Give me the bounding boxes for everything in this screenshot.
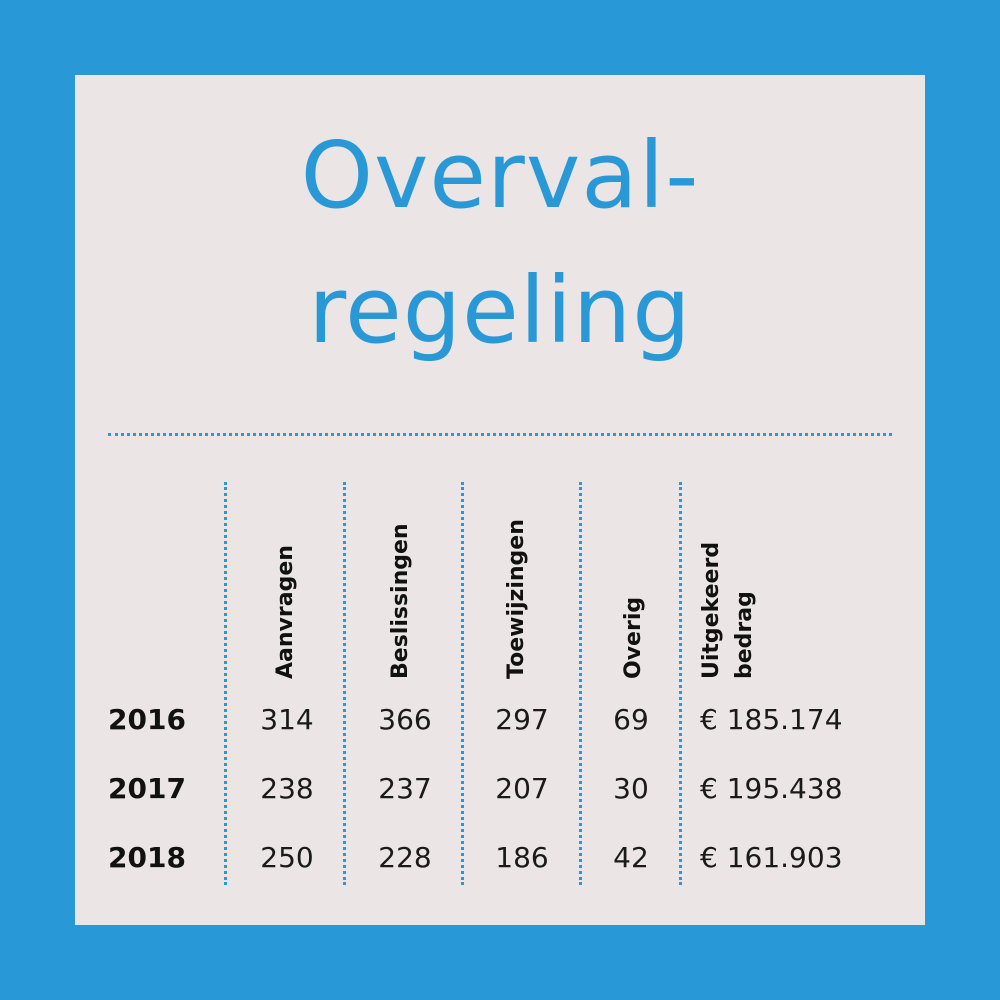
column-divider [224,482,227,885]
cell-aanvragen: 314 [260,703,314,736]
row-year: 2016 [108,703,186,736]
cell-uitgekeerd: € 185.174 [700,703,843,736]
cell-toewijzingen: 207 [495,772,549,805]
cell-overig: 42 [613,841,649,874]
column-header-bedrag: bedrag [732,591,757,679]
cell-aanvragen: 250 [260,841,314,874]
column-header-overig: Overig [621,596,646,679]
cell-uitgekeerd: € 161.903 [700,841,843,874]
column-header-toewijzingen: Toewijzingen [504,519,529,679]
cell-overig: 69 [613,703,649,736]
cell-toewijzingen: 297 [495,703,549,736]
cell-aanvragen: 238 [260,772,314,805]
title-divider [108,433,892,436]
title-line-2: regeling [308,257,692,364]
cell-overig: 30 [613,772,649,805]
row-year: 2017 [108,772,186,805]
cell-toewijzingen: 186 [495,841,549,874]
title-line-1: Overval- [300,122,700,229]
column-header-beslissingen: Beslissingen [388,523,413,679]
column-header-uitgekeerd: Uitgekeerd [699,541,724,679]
column-divider [461,482,464,885]
row-year: 2018 [108,841,186,874]
cell-beslissingen: 237 [378,772,432,805]
info-card [75,75,925,925]
cell-uitgekeerd: € 195.438 [700,772,843,805]
cell-beslissingen: 228 [378,841,432,874]
cell-beslissingen: 366 [378,703,432,736]
column-header-aanvragen: Aanvragen [273,545,298,679]
column-divider [579,482,582,885]
column-divider [343,482,346,885]
column-divider [679,482,682,885]
